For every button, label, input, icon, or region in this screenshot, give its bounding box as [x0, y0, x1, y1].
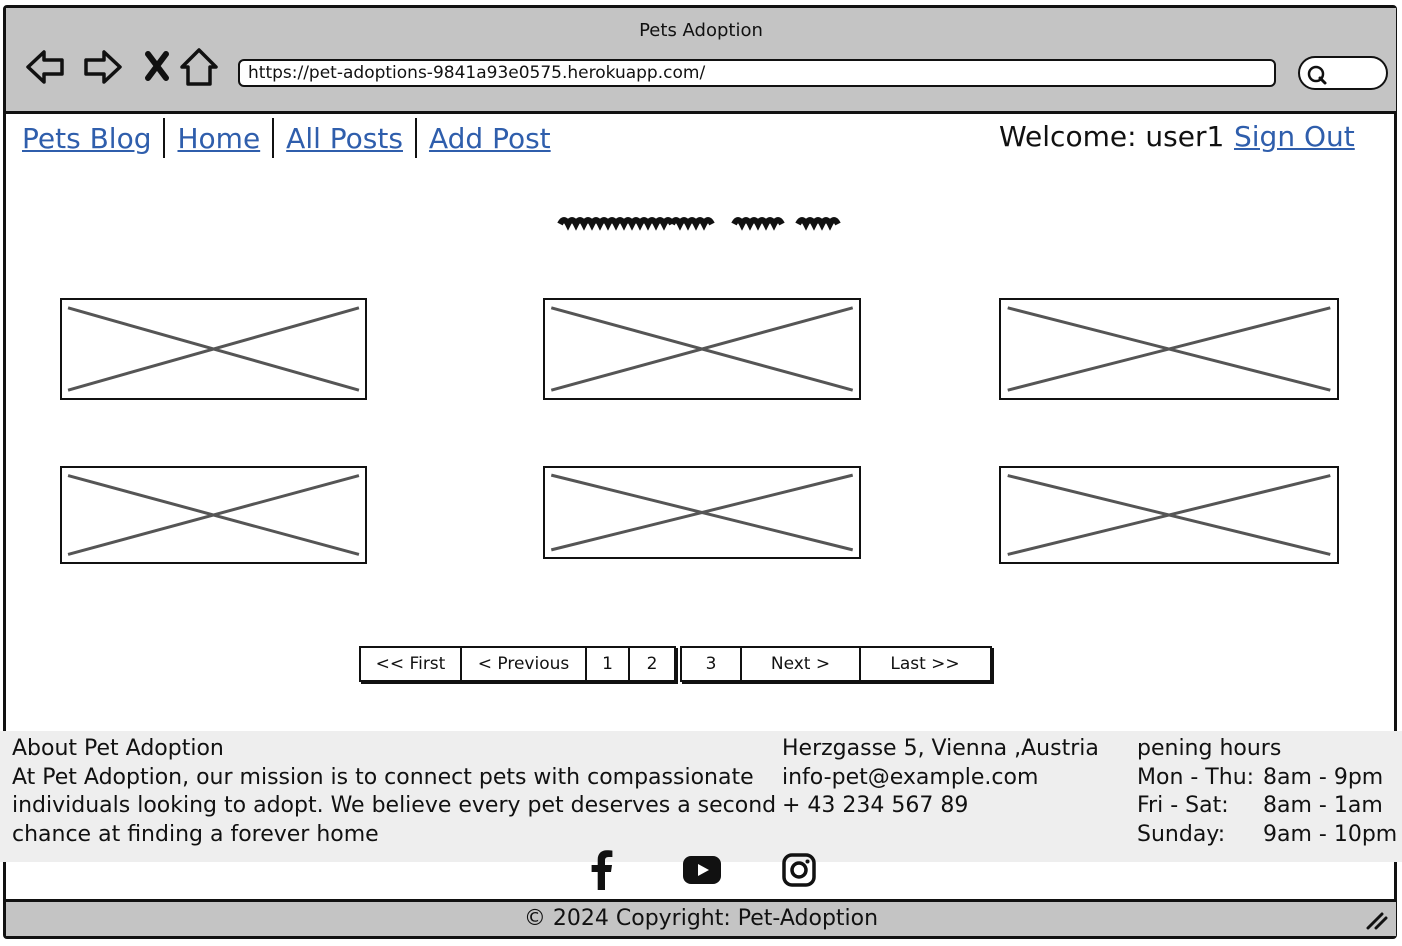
hours-row: Sunday: 9am - 10pm: [1137, 821, 1397, 850]
nav-divider: [272, 118, 275, 158]
social-links: [0, 848, 1402, 892]
address: Herzgasse 5, Vienna ,Austria: [782, 736, 1099, 761]
footer-hours: pening hours Mon - Thu: 8am - 9pm Fri - …: [1137, 735, 1397, 849]
back-arrow-icon[interactable]: [24, 46, 66, 88]
search-icon: [1307, 65, 1327, 85]
resize-grip-icon[interactable]: [1364, 912, 1388, 930]
hours-title: pening hours: [1137, 736, 1282, 761]
post-image-placeholder[interactable]: [999, 466, 1339, 564]
about-title: About Pet Adoption: [12, 736, 224, 761]
nav-link-all-posts[interactable]: All Posts: [286, 121, 403, 155]
last-page-button[interactable]: Last >>: [858, 646, 992, 682]
post-image-placeholder[interactable]: [60, 466, 367, 564]
post-image-placeholder[interactable]: [543, 298, 861, 400]
post-image-placeholder[interactable]: [60, 298, 367, 400]
nav-divider: [163, 118, 166, 158]
hours-day: Mon - Thu:: [1137, 764, 1255, 790]
about-text: At Pet Adoption, our mission is to conne…: [12, 764, 754, 790]
hours-row: Mon - Thu: 8am - 9pm: [1137, 764, 1397, 793]
page-2-button[interactable]: 2: [628, 646, 676, 682]
facebook-icon[interactable]: [579, 848, 623, 892]
about-text: chance at finding a forever home: [12, 821, 379, 847]
page-heading-scribble: [557, 217, 841, 231]
post-image-placeholder[interactable]: [543, 466, 861, 559]
nav-link-add-post[interactable]: Add Post: [428, 121, 551, 155]
first-page-button[interactable]: << First: [358, 646, 463, 682]
window-title: Pets Adoption: [639, 20, 763, 41]
hours-day: Fri - Sat:: [1137, 793, 1229, 819]
footer-contact: Herzgasse 5, Vienna ,Austria info-pet@ex…: [782, 735, 1099, 821]
browser-search-field[interactable]: [1298, 56, 1388, 90]
post-image-placeholder[interactable]: [999, 298, 1339, 400]
url-bar[interactable]: https://pet-adoptions-9841a93e0575.herok…: [238, 59, 1276, 87]
hours-time: 8am - 9pm: [1263, 764, 1384, 790]
hours-row: Fri - Sat: 8am - 1am: [1137, 792, 1397, 821]
youtube-icon[interactable]: [680, 848, 724, 892]
hours-time: 9am - 10pm: [1263, 821, 1398, 847]
brand-link[interactable]: Pets Blog: [22, 121, 152, 155]
phone[interactable]: + 43 234 567 89: [782, 793, 969, 819]
footer: About Pet Adoption At Pet Adoption, our …: [0, 731, 1402, 862]
forward-arrow-icon[interactable]: [82, 46, 124, 88]
copyright-text: © 2024 Copyright: Pet-Adoption: [523, 906, 879, 931]
sign-out-link[interactable]: Sign Out: [1234, 120, 1355, 153]
next-page-button[interactable]: Next >: [740, 646, 861, 682]
pagination: << First < Previous 1 2: [358, 646, 676, 682]
previous-page-button[interactable]: < Previous: [460, 646, 587, 682]
about-text: individuals looking to adopt. We believe…: [12, 793, 777, 819]
footer-about: About Pet Adoption At Pet Adoption, our …: [12, 735, 776, 849]
hours-time: 8am - 1am: [1263, 793, 1383, 819]
close-icon[interactable]: [136, 46, 178, 88]
welcome-text: Welcome: user1: [999, 120, 1225, 153]
email[interactable]: info-pet@example.com: [782, 764, 1039, 790]
page-1-button[interactable]: 1: [584, 646, 631, 682]
instagram-icon[interactable]: [777, 848, 821, 892]
hours-day: Sunday:: [1137, 821, 1226, 847]
nav-link-home[interactable]: Home: [177, 121, 261, 155]
copyright-bar: © 2024 Copyright: Pet-Adoption: [6, 899, 1396, 936]
pagination: 3 Next > Last >>: [679, 646, 992, 682]
browser-chrome: Pets Adoption https://pet-adoptions-9841…: [6, 8, 1396, 114]
home-icon[interactable]: [178, 46, 220, 88]
nav-divider: [414, 118, 417, 158]
top-navigation: Pets Blog Home All Posts Add Post: [22, 118, 563, 158]
page-3-button[interactable]: 3: [679, 646, 743, 682]
